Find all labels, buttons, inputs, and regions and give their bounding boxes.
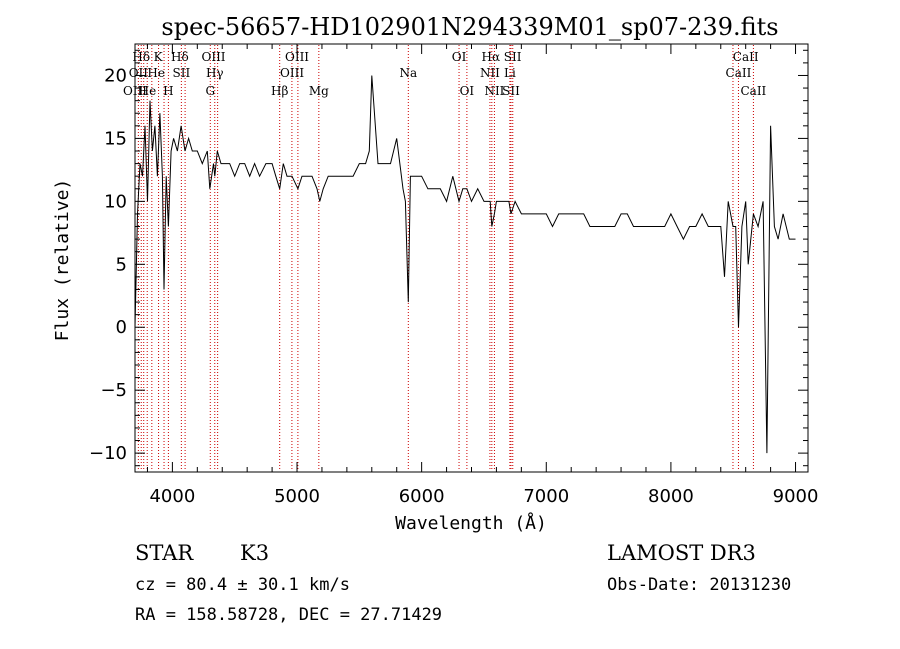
y-tick-label: 10 bbox=[104, 191, 127, 212]
series-group bbox=[134, 75, 796, 454]
y-tick-label: 5 bbox=[116, 254, 127, 275]
line-label-G: G bbox=[205, 84, 215, 98]
line-label-He: He bbox=[147, 66, 165, 80]
line-markers bbox=[137, 45, 754, 471]
coordinates: RA = 158.58728, DEC = 27.71429 bbox=[135, 605, 442, 625]
line-label-Mg: Mg bbox=[309, 84, 329, 98]
plot-frame bbox=[134, 43, 809, 473]
line-label-Hg: Hγ bbox=[206, 66, 224, 80]
subclass: K3 bbox=[240, 541, 269, 565]
redshift-readout: cz = 80.4 ± 30.1 km/s bbox=[135, 575, 350, 595]
line-label-SII-b: SII bbox=[173, 66, 191, 80]
line-label-OIII-a: OIII bbox=[201, 50, 225, 64]
y-axis-label: Flux (relative) bbox=[52, 179, 73, 342]
obs-date: Obs-Date: 20131230 bbox=[607, 575, 791, 595]
y-tick-label: 15 bbox=[104, 128, 127, 149]
line-label-OI-a: OI bbox=[452, 50, 467, 64]
line-label-OII: OII bbox=[129, 66, 149, 80]
line-label-NII-b: NII bbox=[484, 84, 504, 98]
x-tick-label: 6000 bbox=[399, 486, 445, 507]
line-label-K: K bbox=[154, 50, 164, 64]
x-tick-label: 7000 bbox=[523, 486, 569, 507]
line-label-H: H bbox=[163, 84, 173, 98]
x-axis-label: Wavelength (Å) bbox=[395, 512, 547, 534]
line-label-OIII-b: OIII bbox=[285, 50, 309, 64]
y-tick-label: −5 bbox=[100, 380, 127, 401]
y-tick-label: −10 bbox=[89, 443, 127, 464]
y-tick-label: 0 bbox=[116, 317, 127, 338]
line-label-CaII-a: CaII bbox=[733, 50, 759, 64]
line-label-SII-c: SII bbox=[502, 84, 520, 98]
survey-name: LAMOST DR3 bbox=[607, 541, 756, 565]
line-label-OIII-c: OIII bbox=[280, 66, 304, 80]
series-line-flux bbox=[134, 75, 796, 454]
x-tick-label: 4000 bbox=[149, 486, 195, 507]
line-label-He-c: He bbox=[139, 84, 157, 98]
line-label-Li: Li bbox=[504, 66, 516, 80]
line-label-Hd: Hδ bbox=[132, 50, 150, 64]
line-label-CaII-c: CaII bbox=[740, 84, 766, 98]
line-label-Ha: Hα bbox=[482, 50, 501, 64]
line-label-SII-a: SII bbox=[504, 50, 522, 64]
x-tick-label: 5000 bbox=[274, 486, 320, 507]
line-label-Hd2: Hδ bbox=[171, 50, 189, 64]
y-tick-label: 20 bbox=[104, 65, 127, 86]
y-axis: −10 −5 0 5 10 15 20 bbox=[89, 49, 808, 467]
line-label-CaII-b: CaII bbox=[726, 66, 752, 80]
x-tick-label: 9000 bbox=[773, 486, 819, 507]
line-label-NII-a: NII bbox=[480, 66, 500, 80]
chart-title: spec-56657-HD102901N294339M01_sp07-239.f… bbox=[161, 13, 778, 41]
line-label-Na: Na bbox=[399, 66, 417, 80]
x-axis: 4000 5000 6000 7000 8000 9000 bbox=[146, 44, 819, 507]
object-type: STAR bbox=[135, 541, 194, 565]
line-label-OI-b: OI bbox=[460, 84, 475, 98]
x-tick-label: 8000 bbox=[648, 486, 694, 507]
line-label-Hb: Hβ bbox=[271, 84, 288, 98]
